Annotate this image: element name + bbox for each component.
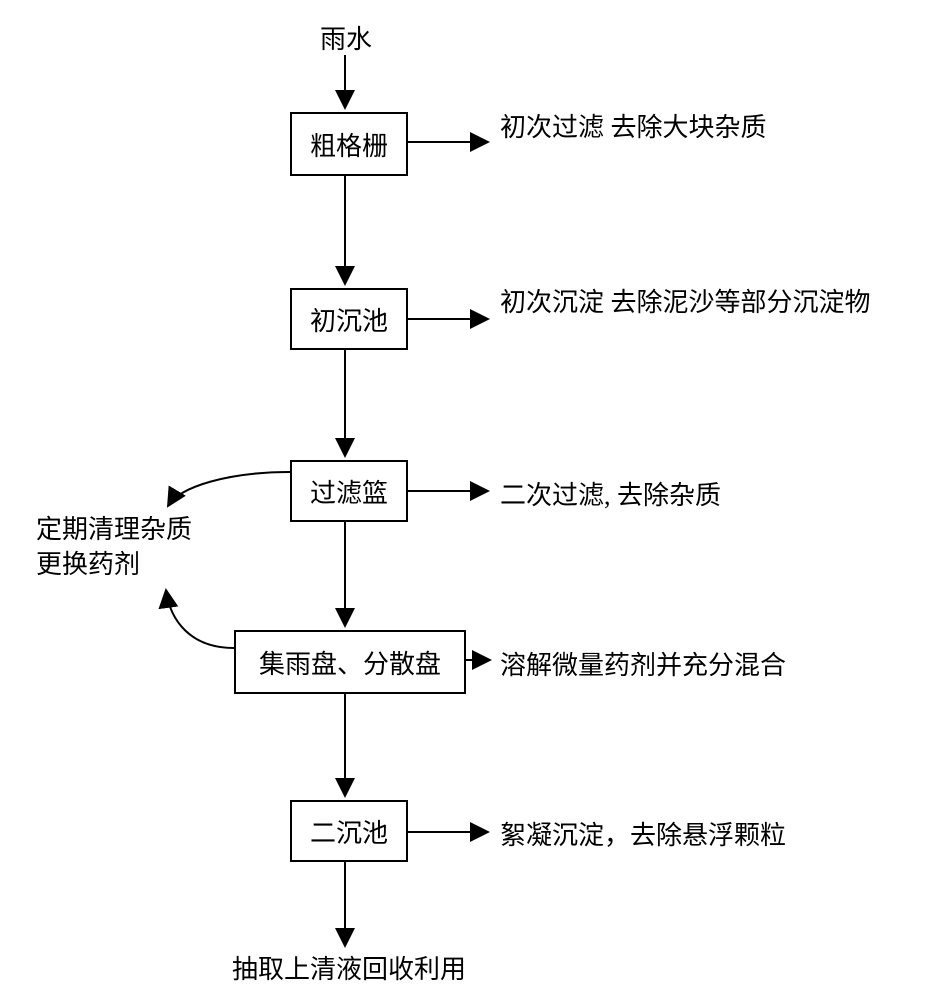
desc-secondary: 絮凝沉淀，去除悬浮颗粒	[500, 818, 786, 853]
start-label: 雨水	[320, 22, 372, 57]
node-coarse-screen: 粗格栅	[290, 112, 408, 176]
desc-coarse: 初次过滤 去除大块杂质	[500, 110, 767, 145]
node-label: 粗格栅	[310, 126, 388, 163]
node-filter-basket: 过滤篮	[290, 460, 408, 522]
node-label: 过滤篮	[310, 473, 388, 510]
desc-filter: 二次过滤, 去除杂质	[500, 478, 721, 513]
node-label: 集雨盘、分散盘	[259, 644, 441, 681]
left-note: 定期清理杂质 更换药剂	[36, 512, 192, 582]
node-primary-sed: 初沉池	[290, 288, 408, 350]
desc-primary: 初次沉淀 去除泥沙等部分沉淀物	[500, 285, 871, 320]
node-label: 二沉池	[310, 813, 388, 850]
node-collect-disperse: 集雨盘、分散盘	[234, 630, 466, 694]
node-label: 初沉池	[310, 301, 388, 338]
arrows-layer	[0, 0, 932, 1000]
node-secondary-sed: 二沉池	[290, 800, 408, 862]
end-label: 抽取上清液回收利用	[232, 952, 466, 987]
desc-collect: 溶解微量药剂并充分混合	[500, 648, 786, 683]
